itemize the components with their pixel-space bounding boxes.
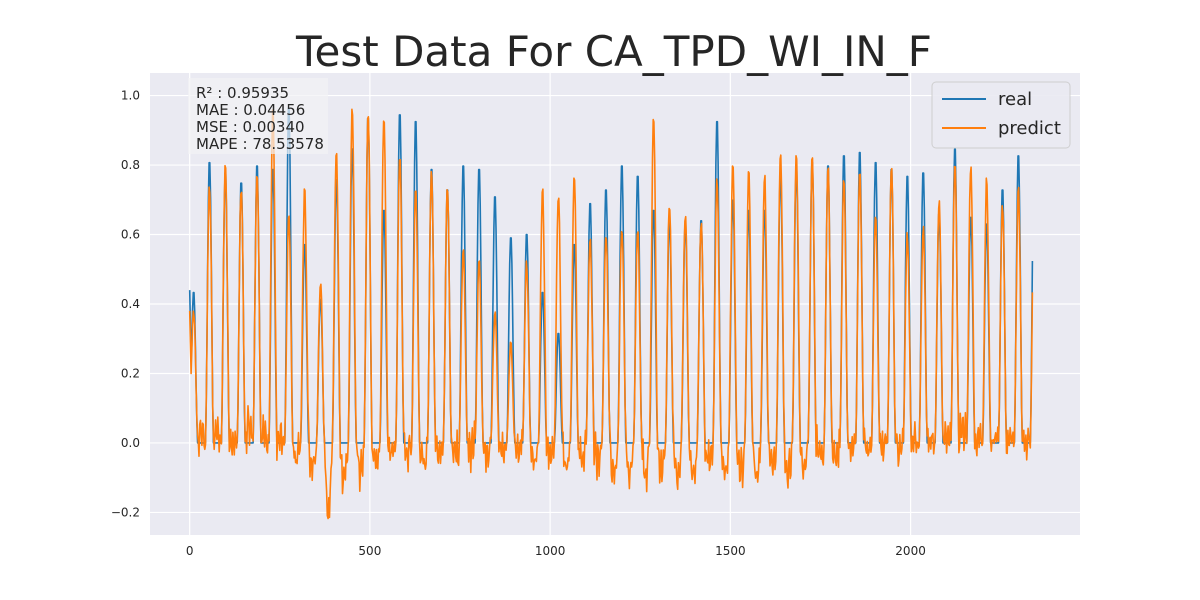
y-tick-label: 0.0 [121, 436, 140, 450]
x-axis-ticks: 0 500 1000 1500 2000 [186, 544, 926, 558]
metric-mae: MAE : 0.04456 [196, 101, 305, 119]
y-tick-label: 0.4 [121, 297, 140, 311]
y-tick-label: 0.2 [121, 366, 140, 380]
series-line-predict [188, 108, 1034, 520]
y-tick-label: −0.2 [111, 505, 140, 519]
series-group [188, 107, 1034, 520]
y-tick-label: 0.6 [121, 228, 140, 242]
metrics-box: R² : 0.95935 MAE : 0.04456 MSE : 0.00340… [188, 78, 328, 154]
x-tick-label: 1000 [535, 544, 566, 558]
legend-label-real: real [998, 89, 1032, 110]
x-tick-label: 0 [186, 544, 194, 558]
metric-r2: R² : 0.95935 [196, 84, 289, 102]
metrics-box-bg [188, 78, 328, 154]
metric-mape: MAPE : 78.53578 [196, 135, 324, 153]
chart-title: Test Data For CA_TPD_WI_IN_F [295, 27, 932, 76]
x-tick-label: 1500 [715, 544, 746, 558]
y-axis-ticks: −0.2 0.0 0.2 0.4 0.6 0.8 1.0 [111, 89, 140, 520]
x-tick-label: 500 [358, 544, 381, 558]
y-tick-label: 1.0 [121, 89, 140, 103]
legend: real predict [931, 81, 1071, 149]
y-tick-label: 0.8 [121, 158, 140, 172]
legend-label-predict: predict [998, 118, 1061, 139]
metric-mse: MSE : 0.00340 [196, 118, 305, 136]
x-tick-label: 2000 [895, 544, 926, 558]
